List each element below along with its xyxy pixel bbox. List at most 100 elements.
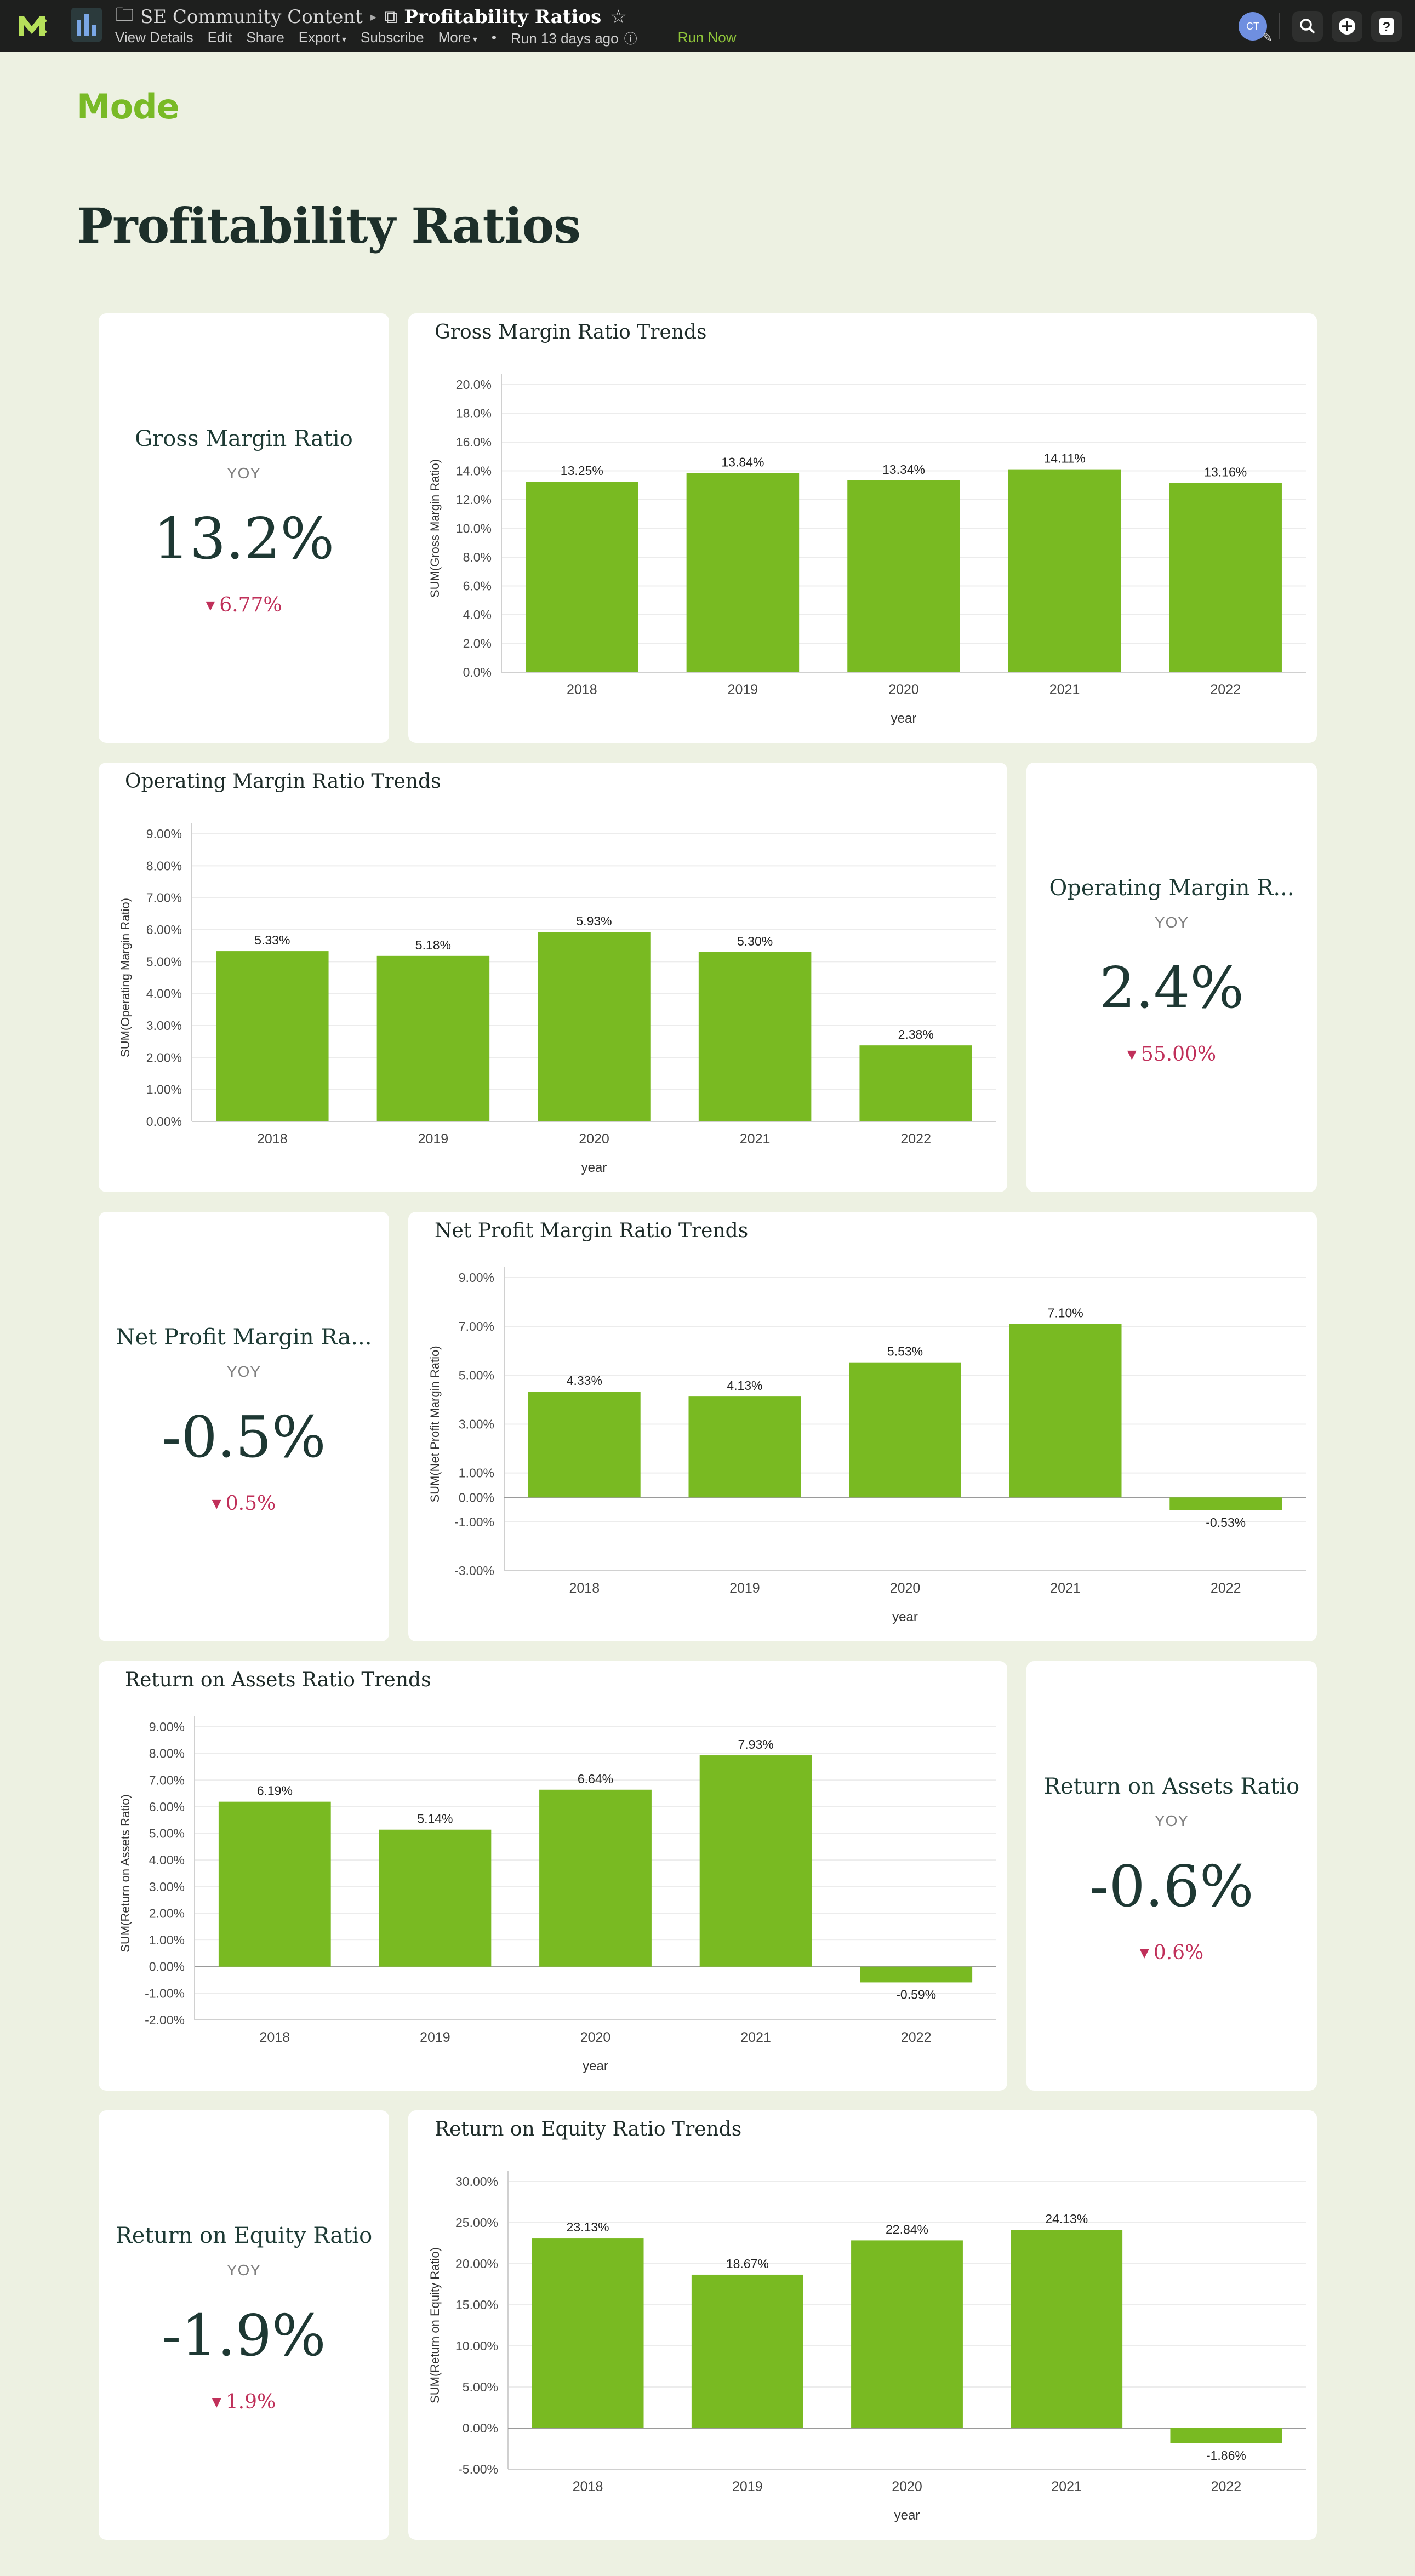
kpi-card-net-profit-margin: Net Profit Margin Ra... YOY -0.5% ▼ 0.5% <box>99 1212 389 1641</box>
bar[interactable] <box>528 1392 641 1498</box>
y-tick-label: 9.00% <box>149 1720 185 1734</box>
data-label: 13.16% <box>1204 465 1247 479</box>
help-button[interactable]: ? <box>1371 11 1402 42</box>
bar[interactable] <box>218 1801 331 1967</box>
mode-logo: Mode <box>77 87 180 127</box>
y-tick-label: 3.00% <box>146 1018 182 1033</box>
data-label: 23.13% <box>567 2220 609 2234</box>
bar[interactable] <box>1169 483 1282 672</box>
x-tick-label: 2022 <box>1211 1581 1241 1596</box>
avatar[interactable]: CT ✎ <box>1239 12 1273 44</box>
menu-export[interactable]: Export ▾ <box>299 29 346 46</box>
run-status-text: Run 13 days ago <box>511 30 619 47</box>
plus-icon <box>1339 18 1355 35</box>
chart-card-operating-margin: Operating Margin Ratio Trends 0.00% 1.00%… <box>99 763 1007 1192</box>
x-tick-label: 2022 <box>1210 682 1241 697</box>
workspace-link[interactable]: SE Community Content <box>140 6 363 28</box>
bar[interactable] <box>1009 1324 1122 1498</box>
bar[interactable] <box>860 1966 973 1983</box>
y-tick-label: 1.00% <box>149 1933 185 1947</box>
chart-title: Net Profit Margin Ratio Trends <box>435 1220 749 1242</box>
bar[interactable] <box>539 1789 652 1967</box>
x-tick-label: 2021 <box>1050 1581 1081 1596</box>
bar[interactable] <box>688 1396 801 1498</box>
x-tick-label: 2019 <box>729 1581 760 1596</box>
breadcrumb: 🗀 SE Community Content ▸ ⧉ Profitability… <box>115 4 634 30</box>
chart-title: Return on Equity Ratio Trends <box>435 2118 742 2140</box>
search-button[interactable] <box>1292 11 1323 42</box>
kpi-delta: ▼ 6.77% <box>99 594 389 616</box>
kpi-delta-value: 6.77% <box>219 594 282 616</box>
data-label: 2.38% <box>898 1027 934 1041</box>
kpi-delta: ▼ 0.5% <box>99 1492 389 1515</box>
bar[interactable] <box>851 2240 963 2428</box>
run-now-button[interactable]: Run Now <box>677 28 737 45</box>
caret-down-icon: ▾ <box>341 35 346 44</box>
data-label: 4.33% <box>567 1373 602 1388</box>
x-axis-label: year <box>894 2508 920 2523</box>
data-label: 5.93% <box>576 914 612 928</box>
y-tick-label: 6.00% <box>146 923 182 937</box>
data-label: 13.84% <box>721 455 764 470</box>
kpi-value: -0.6% <box>1089 1853 1254 1920</box>
bar[interactable] <box>859 1045 972 1121</box>
bar[interactable] <box>1008 469 1121 672</box>
menu-share[interactable]: Share <box>246 28 284 45</box>
y-tick-label: 8.00% <box>149 1747 185 1761</box>
report-thumbnail-icon[interactable] <box>71 8 102 42</box>
operating-margin-bar-chart: 0.00% 1.00% 2.00% 3.00% 4.00% 5.00% 6.00% 7.00%… <box>118 823 996 1175</box>
bar[interactable] <box>538 932 651 1121</box>
menu-edit[interactable]: Edit <box>207 28 232 45</box>
chart-title: Return on Assets Ratio Trends <box>125 1669 431 1691</box>
x-tick-label: 2022 <box>900 1131 931 1147</box>
bar[interactable] <box>686 473 800 672</box>
bar[interactable] <box>849 1362 961 1498</box>
y-tick-label: -1.00% <box>145 1986 185 2000</box>
y-tick-label: 12.0% <box>456 493 492 507</box>
kpi-title: Operating Margin R... <box>1049 875 1294 901</box>
bar[interactable] <box>216 951 329 1121</box>
x-tick-label: 2018 <box>569 1581 600 1596</box>
kpi-value: 13.2% <box>153 505 335 572</box>
y-tick-label: 5.00% <box>146 954 182 969</box>
data-label: -0.53% <box>1206 1515 1246 1530</box>
x-tick-label: 2022 <box>1211 2479 1242 2494</box>
data-label: 5.18% <box>415 938 451 952</box>
bar[interactable] <box>376 955 490 1121</box>
y-tick-label: 9.00% <box>459 1270 494 1285</box>
kpi-subtitle: YOY <box>1154 1812 1189 1829</box>
y-tick-label: 30.00% <box>455 2174 498 2189</box>
y-tick-label: 20.00% <box>455 2257 498 2271</box>
bar[interactable] <box>698 952 812 1121</box>
page-title: Profitability Ratios <box>77 197 581 254</box>
bar[interactable] <box>526 482 638 672</box>
y-tick-label: 18.0% <box>456 407 492 421</box>
y-axis-label: SUM(Gross Margin Ratio) <box>428 459 442 598</box>
menu-view-details[interactable]: View Details <box>115 28 193 45</box>
kpi-delta: ▼ 1.9% <box>99 2391 389 2413</box>
caret-down-icon: ▾ <box>472 35 477 44</box>
x-tick-label: 2022 <box>901 2030 932 2045</box>
star-icon[interactable]: ☆ <box>610 6 627 28</box>
bar[interactable] <box>847 480 960 672</box>
gross-margin-bar-chart: 0.0% 2.0% 4.0% 6.0% 8.0% 10.0% 12.0% 14.0% 16.0%… <box>428 374 1306 726</box>
menu-more[interactable]: More ▾ <box>438 29 477 46</box>
bar[interactable] <box>691 2274 803 2428</box>
add-button[interactable] <box>1332 11 1362 42</box>
bar[interactable] <box>699 1755 812 1967</box>
net-profit-margin-bar-chart: -3.00% -1.00% 0.00% 1.00% 3.00% 5.00% 7.00% 9.0… <box>428 1267 1306 1624</box>
x-tick-label: 2020 <box>890 1581 921 1596</box>
bar[interactable] <box>532 2238 644 2428</box>
bar[interactable] <box>1170 2428 1282 2443</box>
menu-subscribe[interactable]: Subscribe <box>360 28 424 45</box>
info-icon[interactable]: ⓘ <box>624 31 637 47</box>
bar[interactable] <box>1169 1497 1282 1510</box>
y-tick-label: 8.0% <box>463 550 492 564</box>
divider <box>1279 13 1280 39</box>
kpi-title: Gross Margin Ratio <box>135 426 353 451</box>
kpi-card-return-on-equity: Return on Equity Ratio YOY -1.9% ▼ 1.9% <box>99 2110 389 2540</box>
bar[interactable] <box>1011 2230 1123 2428</box>
mode-home-icon[interactable] <box>16 12 47 41</box>
y-tick-label: 14.0% <box>456 464 492 478</box>
bar[interactable] <box>379 1829 492 1967</box>
